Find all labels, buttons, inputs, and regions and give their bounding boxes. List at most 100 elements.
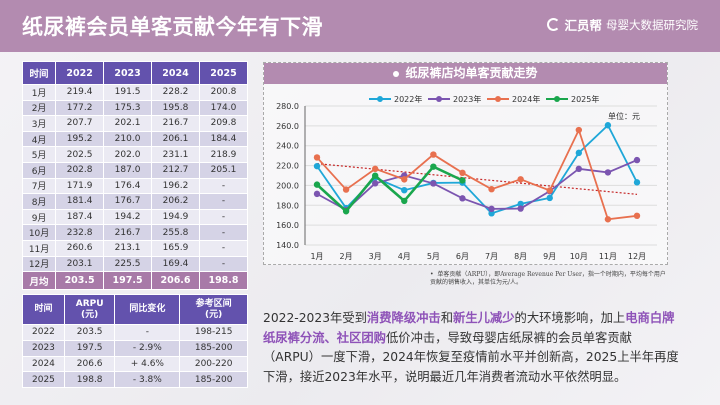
table-cell: 6月 — [21, 161, 57, 179]
highlight-text: 消费降级冲击 — [366, 311, 441, 325]
y-tick-label: 200.0 — [276, 181, 299, 190]
x-tick-label: 6月 — [456, 252, 469, 261]
y-tick-label: 240.0 — [276, 142, 299, 151]
series-line — [316, 165, 464, 214]
brand-sub: 母婴大数据研究院 — [606, 17, 698, 32]
table-cell: 169.4 — [151, 255, 200, 273]
table-cell: 202.0 — [103, 146, 153, 163]
y-tick-label: 260.0 — [276, 122, 299, 131]
chart-title: 纸尿裤店均单客贡献走势 — [264, 63, 667, 84]
data-point — [371, 172, 379, 179]
table-row: 2023 197.5- 2.9% 185-200 — [22, 339, 248, 357]
table-cell: 174.0 — [198, 99, 249, 117]
table-cell: 231.1 — [151, 146, 200, 163]
data-point — [546, 187, 553, 194]
table-cell: 171.9 — [55, 177, 105, 195]
table-cell: 216.7 — [103, 224, 153, 241]
y-tick-label: 140.0 — [276, 241, 299, 250]
brand-logo-icon — [547, 18, 561, 31]
data-point — [488, 186, 495, 193]
table-cell: 197.5 — [63, 339, 116, 357]
table-cell: 198.8 — [198, 271, 249, 291]
table-cell: 232.8 — [55, 224, 105, 241]
table-header: 时间 2022 2023 2024 2025 — [21, 61, 249, 85]
data-point — [401, 197, 408, 205]
data-point — [342, 208, 350, 215]
x-tick-label: 5月 — [427, 252, 440, 261]
table-cell: - — [198, 239, 249, 257]
table-cell: 184.4 — [198, 130, 249, 148]
table-cell: 225.5 — [103, 255, 153, 273]
data-point — [633, 212, 641, 220]
y-tick-label: 180.0 — [276, 201, 299, 210]
highlight-text: 电商白牌纸尿裤分流、社区团购 — [263, 311, 675, 345]
table-cell: 9月 — [21, 208, 57, 226]
table-row: 2025 198.8- 3.8% 185-200 — [22, 371, 248, 389]
data-point — [459, 169, 466, 177]
table-cell: + 4.6% — [114, 355, 181, 373]
table-cell: 2025 — [22, 371, 65, 389]
data-point — [313, 190, 321, 198]
x-tick-label: 4月 — [398, 252, 411, 261]
data-point — [342, 186, 350, 193]
trendline — [316, 162, 638, 195]
table-cell: 187.0 — [103, 161, 153, 179]
legend-label: 2023年 — [453, 94, 481, 104]
data-point — [575, 149, 583, 157]
column-header: 2022 — [55, 61, 105, 85]
table-cell: 197.5 — [103, 271, 153, 291]
bullet-icon — [393, 70, 400, 77]
table-cell: 255.8 — [151, 224, 200, 241]
legend-marker — [436, 96, 442, 102]
x-tick-label: 2月 — [340, 252, 353, 261]
table-cell: 5月 — [21, 146, 57, 163]
table-cell: 212.7 — [151, 161, 200, 179]
table-cell: 176.7 — [103, 193, 153, 210]
table-row: 8月 181.4 176.7 206.2- — [21, 193, 249, 210]
x-tick-label: 9月 — [543, 252, 556, 261]
column-header: 同比变化 — [114, 294, 181, 325]
column-header: ARPU (元) — [63, 294, 116, 325]
table-cell: 209.8 — [198, 115, 249, 132]
data-point — [371, 165, 379, 173]
table-cell: 228.2 — [151, 84, 200, 101]
table-row: 12月 203.1 225.5 169.4- — [21, 255, 249, 273]
table-row: 2024 206.6 + 4.6% 200-220 — [22, 355, 248, 373]
x-tick-label: 3月 — [369, 252, 382, 261]
body-text: 的大环境影响，加上 — [514, 311, 626, 325]
table-cell: 194.9 — [151, 208, 200, 226]
table-cell: 205.1 — [198, 161, 249, 179]
data-point — [488, 205, 495, 213]
table-cell: 194.2 — [103, 208, 153, 226]
column-header: 时间 — [21, 61, 57, 85]
brand-name: 汇员帮 — [564, 18, 602, 33]
table-cell: 7月 — [21, 177, 57, 195]
column-header: 2025 — [198, 61, 249, 85]
table-cell: 200.8 — [198, 84, 249, 101]
table-cell: 196.2 — [151, 177, 200, 195]
legend-label: 2025年 — [571, 94, 599, 104]
table-cell: 2月 — [21, 99, 57, 117]
table-cell: 198.8 — [63, 371, 116, 389]
table-cell: 219.4 — [55, 84, 105, 101]
chart-panel: 纸尿裤店均单客贡献走势 140.0 160.0 180.0 200.0 220.0 240… — [263, 62, 668, 265]
x-tick-label: 1月 — [310, 252, 323, 261]
data-point — [517, 200, 524, 208]
table-cell: 4月 — [21, 130, 57, 148]
data-point — [430, 151, 437, 158]
data-point — [430, 163, 437, 170]
x-tick-label: 7月 — [485, 252, 498, 261]
table-row: 3月 207.7 202.1 216.7 209.8 — [21, 115, 249, 132]
table-cell: 12月 — [21, 255, 57, 273]
table-cell: 2022 — [22, 324, 65, 341]
data-point — [401, 176, 408, 183]
data-point — [633, 156, 641, 164]
chart-title-text: 纸尿裤店均单客贡献走势 — [405, 66, 538, 80]
table-cell: 185-200 — [179, 339, 248, 357]
monthly-arpu-table: 时间 2022 2023 2024 2025 1月 219.4 191.5 228.2 200.8… — [21, 61, 249, 291]
column-header: 2024 — [151, 61, 200, 85]
data-point — [371, 180, 379, 187]
table-cell: - 3.8% — [114, 371, 181, 389]
table-cell: 200-220 — [179, 355, 248, 373]
table-cell: 1月 — [21, 84, 57, 101]
